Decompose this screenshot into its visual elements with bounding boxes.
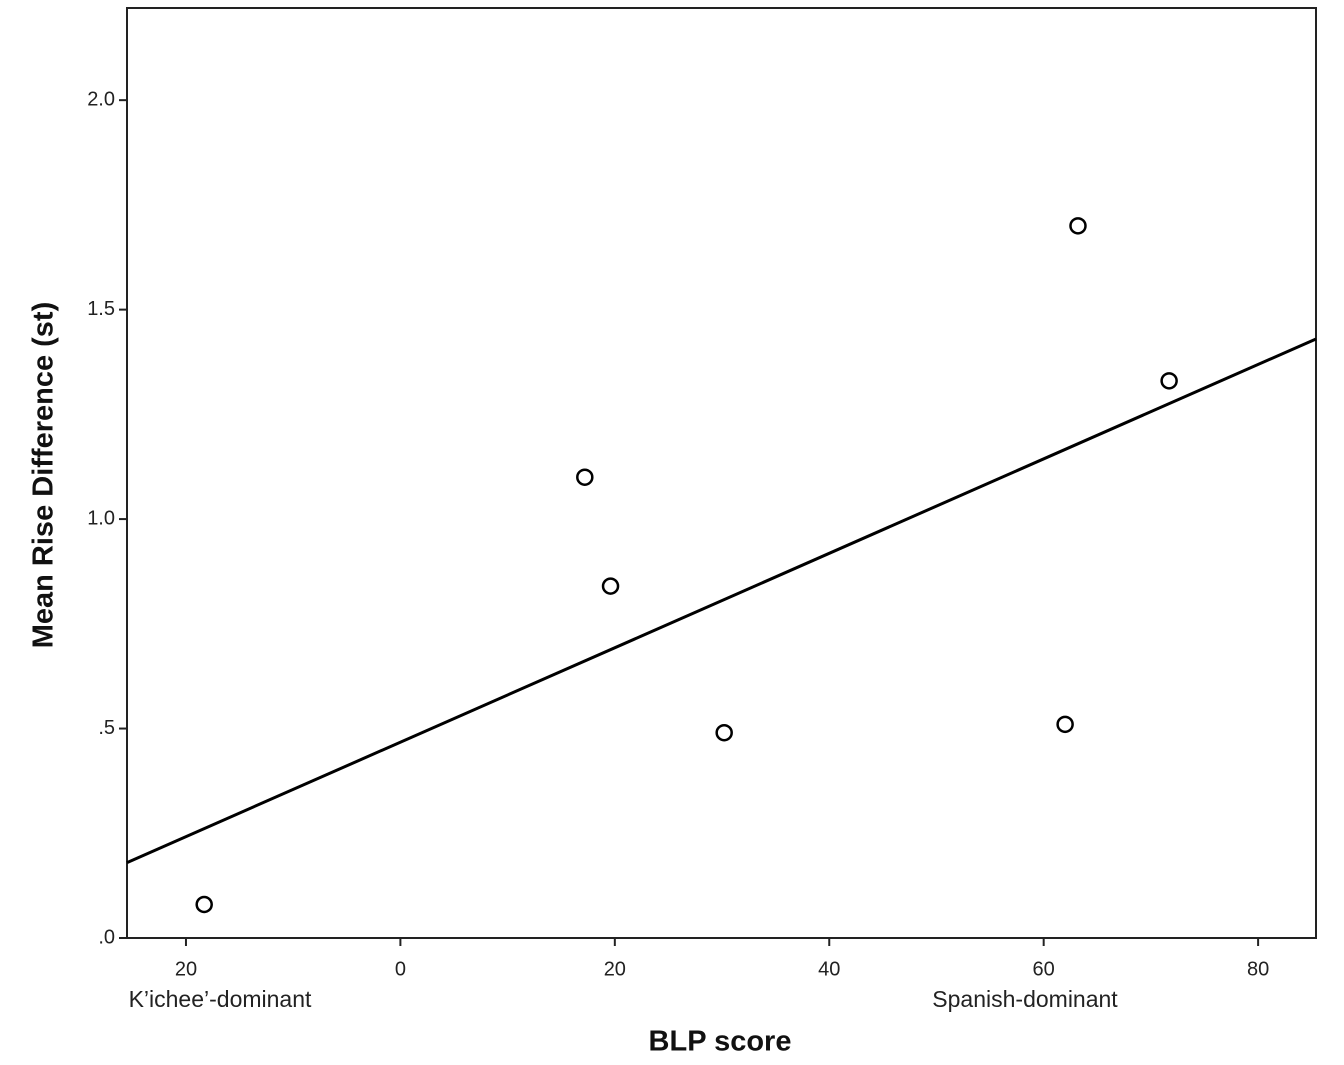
x-tick-label: 20 xyxy=(175,958,197,980)
data-point xyxy=(1069,217,1087,235)
data-point xyxy=(715,723,733,742)
y-axis-title: Mean Rise Difference (st) xyxy=(28,302,60,649)
x-axis-title: BLP score xyxy=(649,1026,792,1058)
y-tick-label: 2.0 xyxy=(87,88,115,110)
annotation: K’ichee’-dominant xyxy=(129,986,312,1012)
data-point xyxy=(1160,372,1178,390)
y-tick-label: .0 xyxy=(98,926,115,948)
x-tick-label: 80 xyxy=(1247,958,1269,980)
y-tick-label: 1.5 xyxy=(87,298,115,320)
x-tick-label: 40 xyxy=(818,958,840,980)
data-point xyxy=(576,468,594,486)
annotation: Spanish-dominant xyxy=(932,986,1118,1012)
data-point xyxy=(601,577,620,595)
plot-frame xyxy=(126,7,1317,939)
data-point xyxy=(195,895,213,914)
data-point xyxy=(1056,715,1074,734)
x-tick-label: 20 xyxy=(604,958,626,980)
y-tick-label: .5 xyxy=(98,717,115,739)
trend-line xyxy=(126,337,1317,864)
y-tick-label: 1.0 xyxy=(87,507,115,529)
x-tick-label: 60 xyxy=(1033,958,1055,980)
x-tick-label: 0 xyxy=(395,958,406,980)
